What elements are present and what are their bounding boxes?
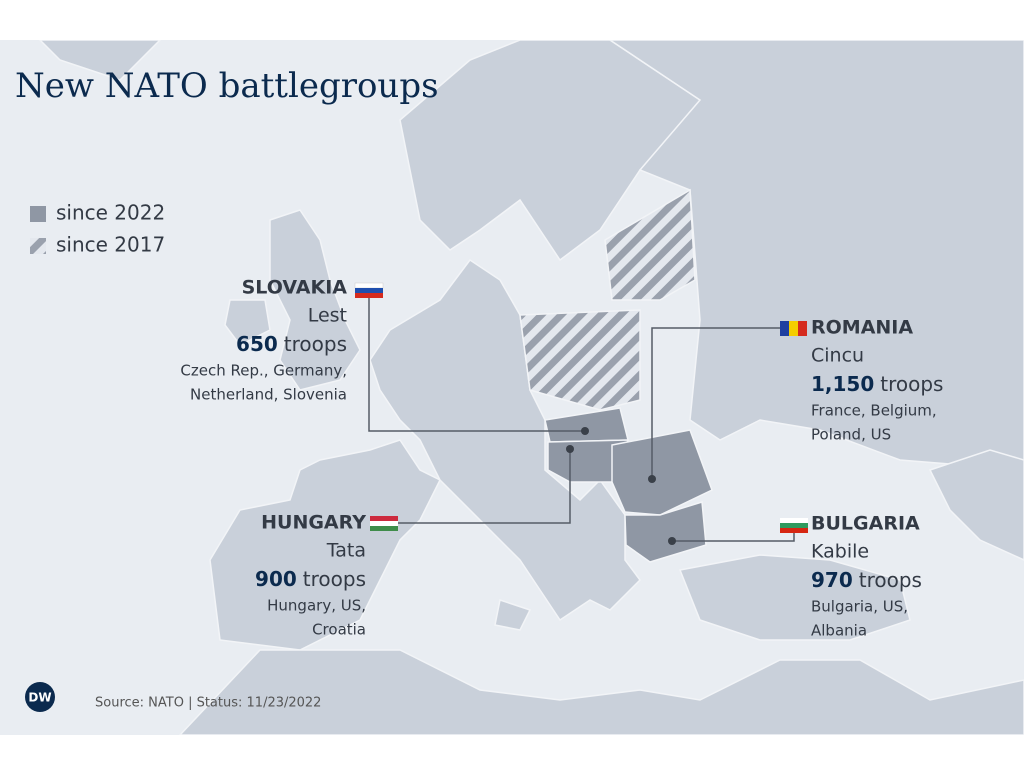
country: ROMANIA [811, 317, 913, 339]
contributors: Albania [811, 622, 867, 640]
contributors: Hungary, US, [267, 597, 366, 615]
contributors: Bulgaria, US, [811, 598, 908, 616]
logo-text: DW [28, 691, 51, 705]
troop-unit: troops [880, 372, 943, 396]
troop-unit: troops [859, 568, 922, 592]
legend-label: since 2017 [56, 233, 165, 257]
troop-count: 1,150 [811, 372, 874, 396]
leaders [368, 297, 795, 545]
contributors: Poland, US [811, 426, 891, 444]
source: Source: NATO | Status: 11/23/2022 [95, 696, 321, 711]
contributors: France, Belgium, [811, 402, 937, 420]
contributors: Netherland, Slovenia [190, 386, 347, 404]
troops: 650 troops [236, 332, 347, 356]
place: Lest [308, 305, 347, 327]
place: Kabile [811, 541, 869, 563]
legend-swatch [30, 238, 46, 254]
place: Tata [326, 540, 366, 562]
country: BULGARIA [811, 513, 920, 535]
bulgaria-area [624, 501, 707, 563]
poland-2017 [519, 309, 641, 411]
troops: 970 troops [811, 568, 922, 592]
country: SLOVAKIA [242, 277, 348, 299]
bottom-band [0, 735, 1024, 768]
legend-swatch [30, 206, 46, 222]
top-band [0, 0, 1024, 40]
troop-count: 650 [236, 332, 278, 356]
troops: 900 troops [255, 567, 366, 591]
place: Cincu [811, 345, 864, 367]
troop-unit: troops [284, 332, 347, 356]
flags [354, 282, 808, 533]
troop-unit: troops [303, 567, 366, 591]
troops: 1,150 troops [811, 372, 943, 396]
title: New NATO battlegroups [15, 66, 439, 106]
logo [25, 682, 55, 712]
troop-count: 970 [811, 568, 853, 592]
baltics-2017 [604, 188, 696, 301]
contributors: Czech Rep., Germany, [180, 362, 347, 380]
country: HUNGARY [261, 512, 366, 534]
contributors: Croatia [312, 621, 366, 639]
land [38, 39, 1024, 736]
legend-label: since 2022 [56, 201, 165, 225]
troop-count: 900 [255, 567, 297, 591]
